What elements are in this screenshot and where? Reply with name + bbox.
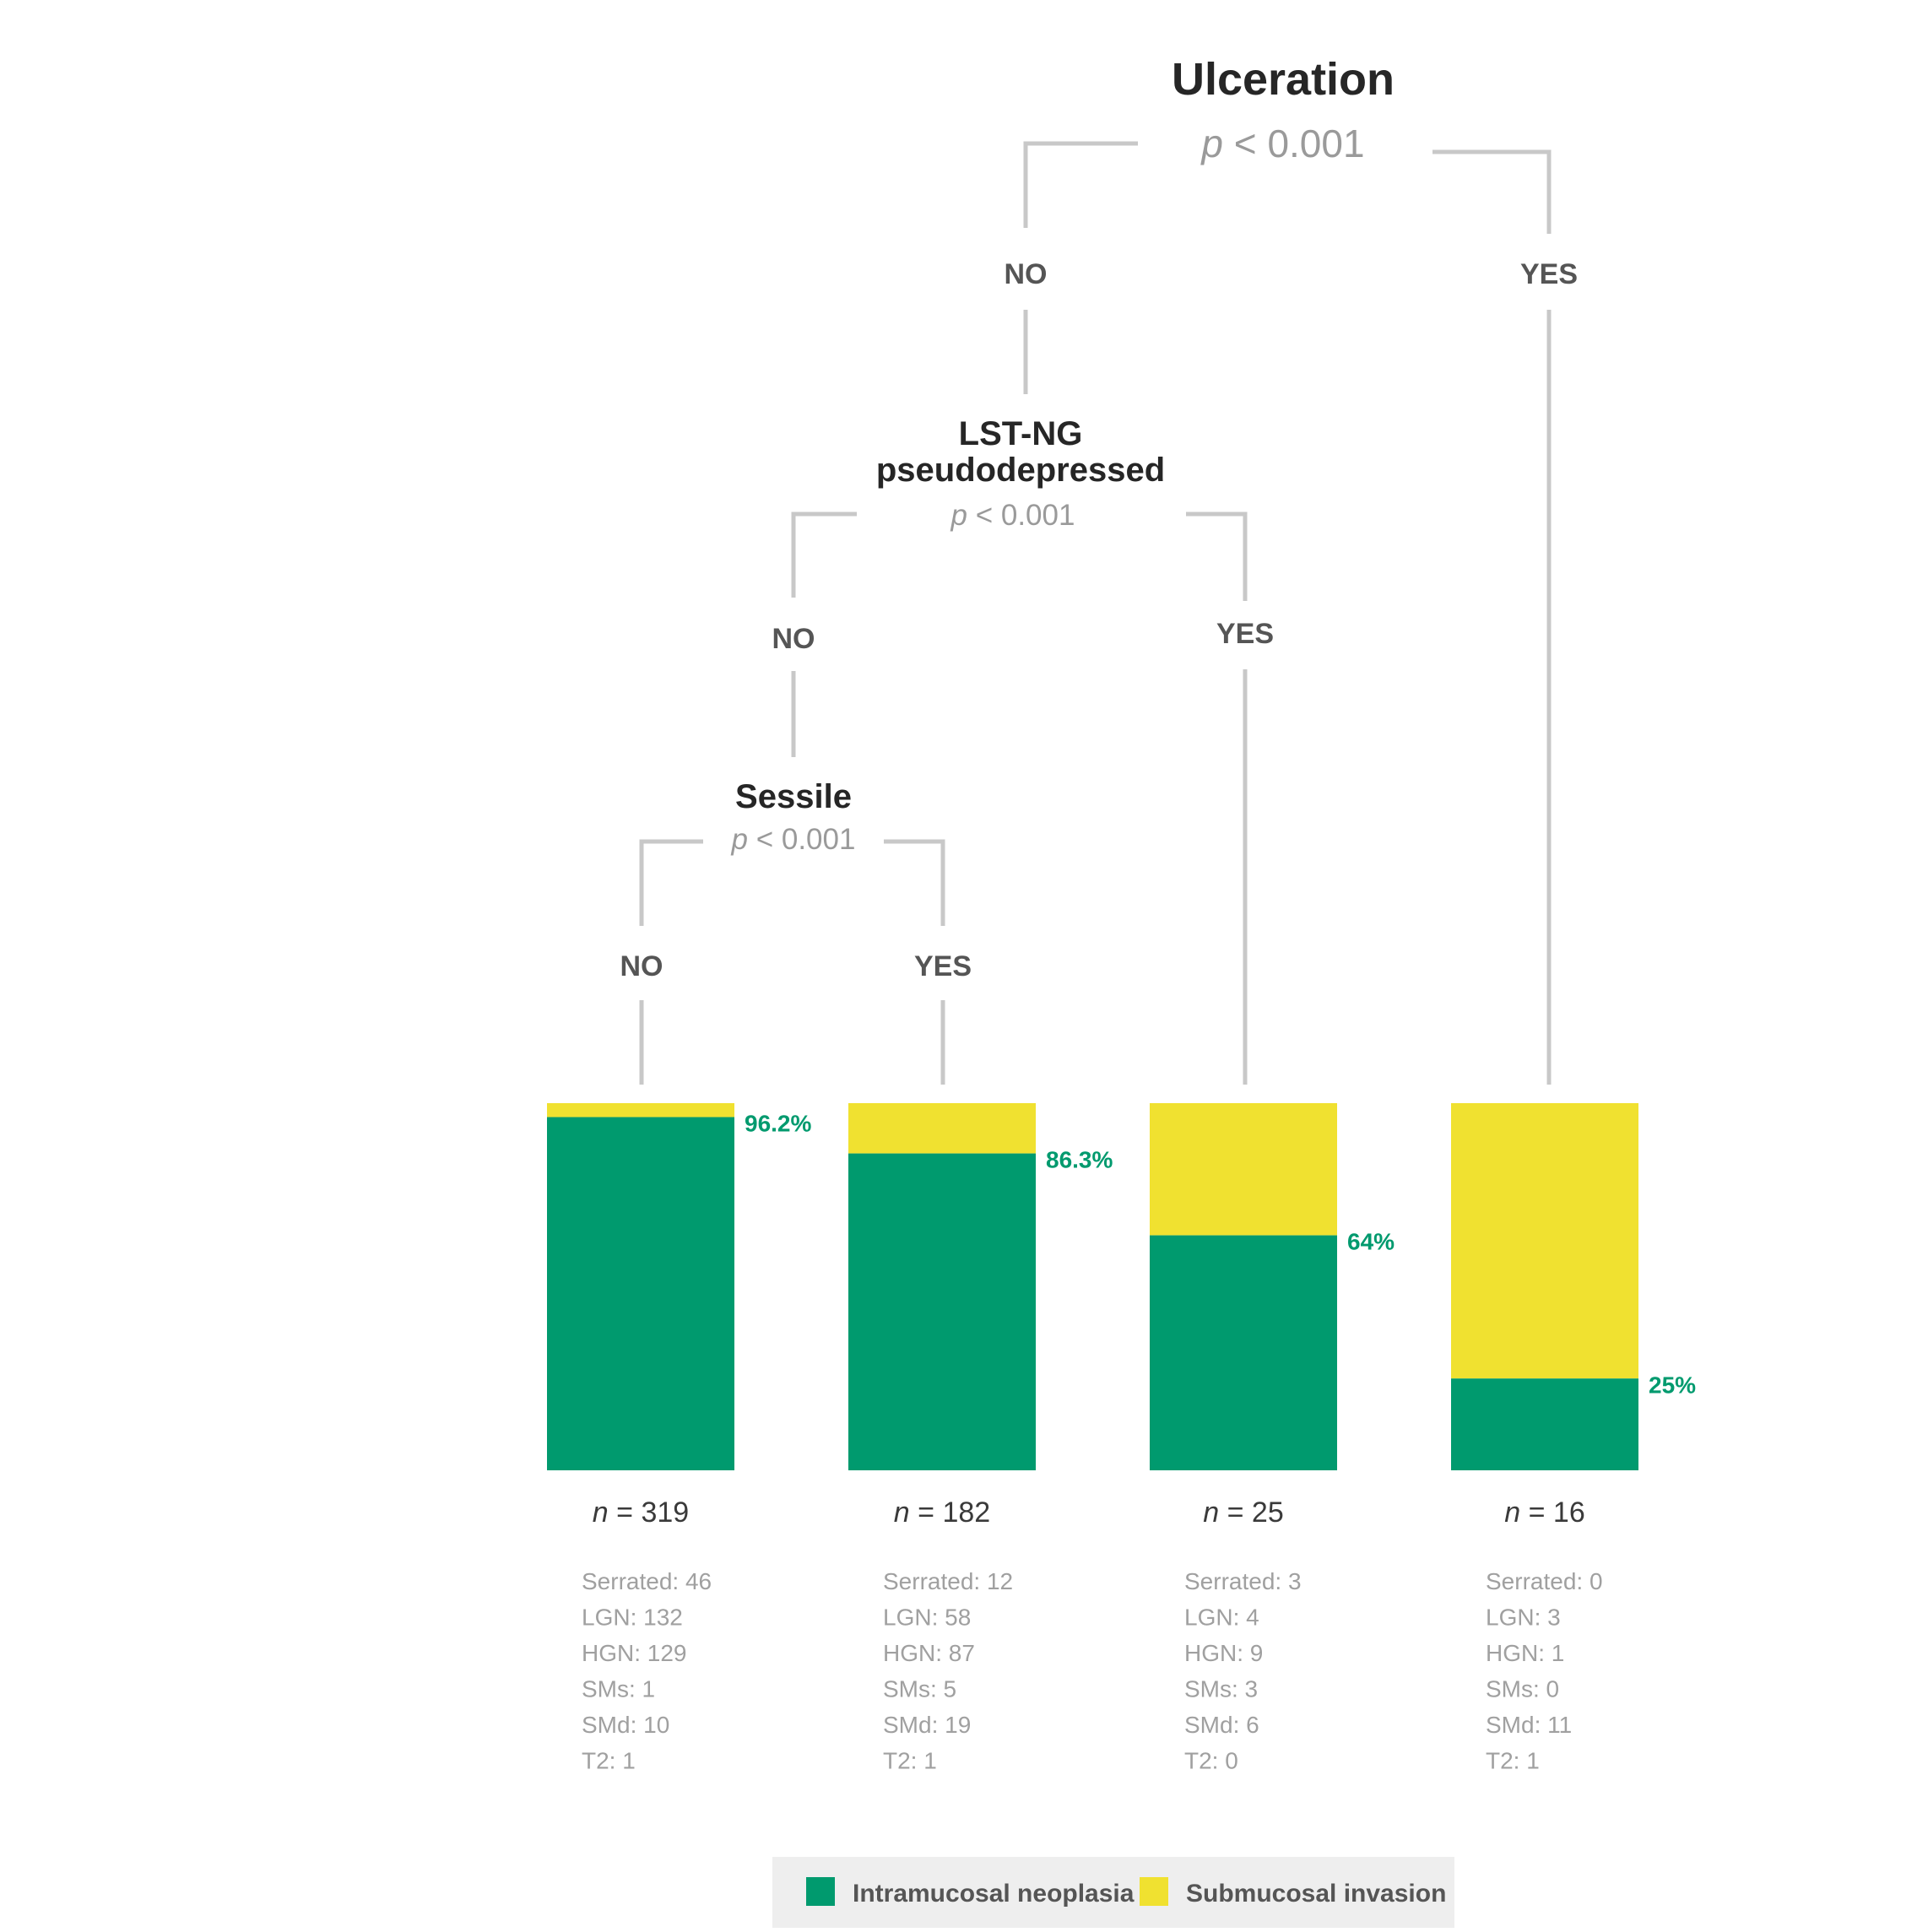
- bar-submucosal-4: [1451, 1103, 1638, 1379]
- legend-label-submucosal: Submucosal invasion: [1186, 1880, 1446, 1908]
- sessile-node-pvalue: p < 0.001: [731, 823, 856, 856]
- leaf-detail-3-1: Serrated: 3: [1184, 1568, 1302, 1594]
- bar-submucosal-3: [1150, 1103, 1337, 1236]
- root-no-branch-label: NO: [1005, 258, 1048, 290]
- leaf-nodes: 96.2% n = 319 Serrated: 46 LGN: 132 HGN: 129…: [547, 1103, 1696, 1774]
- leaf-detail-2-6: T2: 1: [883, 1748, 937, 1774]
- lst-pvalue-text: < 0.001: [967, 499, 1075, 532]
- leaf-detail-4-3: HGN: 1: [1486, 1640, 1564, 1666]
- leaf-detail-1-4: SMs: 1: [582, 1676, 655, 1702]
- bar-submucosal-1: [547, 1103, 734, 1118]
- bar-percentage-label-4: 25%: [1649, 1372, 1696, 1398]
- leaf-detail-2-5: SMd: 19: [883, 1712, 971, 1738]
- root-pvalue-text: < 0.001: [1223, 122, 1365, 165]
- lst-node-pvalue: p < 0.001: [950, 499, 1075, 532]
- leaf-detail-3-3: HGN: 9: [1184, 1640, 1263, 1666]
- leaf-n-value-4: = 16: [1520, 1496, 1585, 1529]
- leaf-detail-1-3: HGN: 129: [582, 1640, 687, 1666]
- leaf-n-label-4: n = 16: [1504, 1496, 1585, 1529]
- leaf-n-symbol-1: n: [593, 1496, 609, 1529]
- leaf-detail-3-5: SMd: 6: [1184, 1712, 1259, 1738]
- bar-percentage-label-3: 64%: [1347, 1229, 1395, 1255]
- lst-no-connector: [791, 511, 857, 598]
- root-pvalue-symbol: p: [1200, 122, 1223, 165]
- lst-no-branch-label: NO: [772, 623, 815, 655]
- legend-background: [772, 1857, 1454, 1928]
- leaf-detail-2-2: LGN: 58: [883, 1605, 971, 1631]
- bar-intramucosal-2: [848, 1153, 1036, 1470]
- legend: Intramucosal neoplasia Submucosal invasi…: [772, 1857, 1454, 1928]
- leaf-detail-3-2: LGN: 4: [1184, 1605, 1259, 1631]
- lst-node-title-line2: pseudodepressed: [876, 452, 1165, 489]
- leaf-n-symbol-3: n: [1203, 1496, 1219, 1529]
- leaf-n-label-1: n = 319: [593, 1496, 689, 1529]
- root-yes-connector: [1432, 149, 1552, 234]
- leaf-detail-2-4: SMs: 5: [883, 1676, 956, 1702]
- leaf-detail-3-6: T2: 0: [1184, 1748, 1238, 1774]
- sessile-no-connector: [639, 839, 703, 926]
- sessile-yes-connector: [884, 839, 945, 926]
- leaf-detail-4-6: T2: 1: [1486, 1748, 1540, 1774]
- leaf-detail-2-1: Serrated: 12: [883, 1568, 1013, 1594]
- sessile-node-title: Sessile: [735, 778, 852, 815]
- sessile-pvalue-text: < 0.001: [748, 823, 855, 856]
- lst-yes-branch-label: YES: [1216, 618, 1274, 650]
- lst-yes-connector: [1186, 511, 1248, 601]
- root-yes-branch-label: YES: [1520, 258, 1578, 290]
- legend-swatch-intramucosal: [806, 1877, 835, 1906]
- legend-label-intramucosal: Intramucosal neoplasia: [853, 1880, 1135, 1908]
- root-node-title: Ulceration: [1172, 54, 1395, 105]
- leaf-n-value-3: = 25: [1219, 1496, 1284, 1529]
- sessile-no-branch-label: NO: [620, 950, 663, 982]
- leaf-detail-1-5: SMd: 10: [582, 1712, 669, 1738]
- sessile-yes-branch-label: YES: [914, 950, 972, 982]
- bar-percentage-label-2: 86.3%: [1046, 1147, 1113, 1173]
- leaf-detail-4-4: SMs: 0: [1486, 1676, 1559, 1702]
- leaf-detail-4-5: SMd: 11: [1486, 1712, 1572, 1738]
- leaf-detail-4-2: LGN: 3: [1486, 1605, 1561, 1631]
- leaf-detail-4-1: Serrated: 0: [1486, 1568, 1603, 1594]
- bar-intramucosal-4: [1451, 1378, 1638, 1470]
- leaf-detail-3-4: SMs: 3: [1184, 1676, 1258, 1702]
- leaf-n-label-2: n = 182: [894, 1496, 990, 1529]
- bar-intramucosal-3: [1150, 1235, 1337, 1470]
- leaf-n-symbol-2: n: [894, 1496, 910, 1529]
- lst-node-title-line1: LST-NG: [959, 415, 1083, 452]
- root-no-connector: [1023, 141, 1138, 228]
- leaf-detail-1-2: LGN: 132: [582, 1605, 683, 1631]
- leaf-detail-1-1: Serrated: 46: [582, 1568, 712, 1594]
- bar-intramucosal-1: [547, 1117, 734, 1470]
- leaf-n-value-1: = 319: [609, 1496, 689, 1529]
- leaf-n-value-2: = 182: [910, 1496, 990, 1529]
- legend-swatch-submucosal: [1140, 1877, 1168, 1906]
- lst-pvalue-symbol: p: [950, 499, 967, 532]
- leaf-n-label-3: n = 25: [1203, 1496, 1284, 1529]
- leaf-detail-2-3: HGN: 87: [883, 1640, 975, 1666]
- sessile-pvalue-symbol: p: [731, 823, 748, 856]
- bar-percentage-label-1: 96.2%: [745, 1111, 811, 1137]
- leaf-n-symbol-4: n: [1504, 1496, 1520, 1529]
- bar-submucosal-2: [848, 1103, 1036, 1154]
- leaf-detail-1-6: T2: 1: [582, 1748, 636, 1774]
- root-node-pvalue: p < 0.001: [1200, 122, 1364, 165]
